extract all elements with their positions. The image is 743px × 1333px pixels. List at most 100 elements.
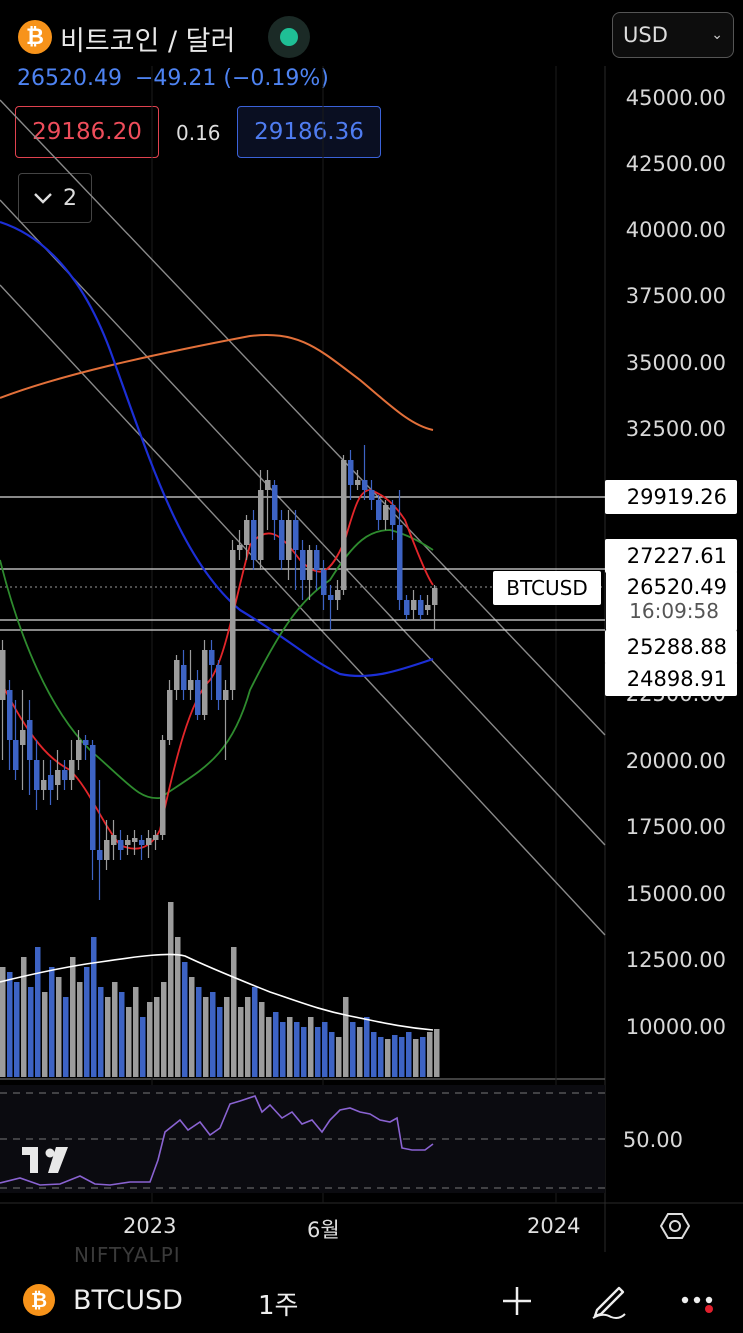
volume-bar — [84, 967, 90, 1077]
pencil-icon[interactable] — [589, 1280, 629, 1320]
volume-bar — [56, 977, 62, 1077]
volume-bar — [168, 902, 174, 1077]
candle — [272, 485, 278, 520]
oscillator-axis-label: 50.00 — [622, 1128, 683, 1152]
axis-label: 20000.00 — [625, 749, 726, 773]
plus-icon[interactable] — [500, 1284, 534, 1318]
candle — [369, 490, 375, 500]
candle — [97, 850, 103, 860]
candle — [76, 740, 82, 760]
volume-series — [0, 902, 440, 1077]
volume-bar — [189, 977, 195, 1077]
volume-bar — [280, 1022, 286, 1077]
volume-bar — [98, 987, 104, 1077]
level-price-tag: 29919.26 — [605, 480, 737, 514]
more-icon[interactable] — [680, 1290, 720, 1314]
axis-label: 45000.00 — [625, 86, 726, 110]
volume-bar — [322, 1022, 328, 1077]
level-price-tag: 27227.61 — [605, 539, 737, 573]
volume-bar — [252, 987, 258, 1077]
volume-bar — [427, 1032, 433, 1077]
trend-channel — [0, 99, 606, 936]
market-status-icon[interactable] — [268, 16, 310, 58]
candle — [209, 650, 215, 665]
volume-bar — [266, 1017, 272, 1077]
axis-label: 17500.00 — [625, 815, 726, 839]
candle — [328, 595, 334, 600]
axis-label: 40000.00 — [625, 218, 726, 242]
candlestick-series — [0, 445, 438, 900]
candle — [202, 650, 208, 715]
volume-bar — [406, 1032, 412, 1077]
volume-bar — [133, 987, 139, 1077]
time-label: 2023 — [123, 1214, 177, 1238]
volume-bar — [385, 1039, 391, 1077]
volume-bar — [287, 1017, 293, 1077]
volume-bar — [63, 997, 69, 1077]
candle — [216, 665, 222, 700]
candle — [195, 680, 201, 715]
timeframe-button[interactable]: 1주 — [258, 1291, 299, 1321]
ma-green — [0, 529, 434, 799]
price-change-percent: (−0.19%) — [223, 66, 329, 91]
chart-settings-icon[interactable] — [660, 1211, 690, 1241]
volume-bar — [21, 957, 27, 1077]
candle — [48, 775, 54, 790]
candle — [20, 730, 26, 745]
candle — [237, 545, 243, 550]
candle — [418, 600, 424, 615]
volume-bar — [238, 1007, 244, 1077]
candle — [376, 500, 382, 520]
candle — [286, 520, 292, 560]
candle — [104, 840, 110, 860]
candle — [174, 660, 180, 690]
candle — [425, 605, 431, 610]
buy-button[interactable]: 29186.36 — [237, 106, 381, 158]
volume-bar — [77, 982, 83, 1077]
candle — [265, 480, 271, 490]
volume-bar — [301, 1027, 307, 1077]
candle — [223, 690, 229, 700]
ma-blue — [0, 220, 434, 678]
watermark: NIFTYALPI — [74, 1243, 181, 1267]
volume-bar — [273, 1012, 279, 1077]
candle — [0, 650, 6, 700]
sell-button[interactable]: 29186.20 — [15, 106, 159, 158]
candle — [181, 665, 187, 690]
indicators-toggle-button[interactable]: 2 — [18, 173, 92, 223]
volume-bar — [329, 1032, 335, 1077]
volume-bar — [182, 962, 188, 1077]
candle — [34, 760, 40, 790]
volume-bar — [140, 1017, 146, 1077]
candle — [300, 550, 306, 580]
price-chart[interactable] — [0, 0, 743, 1268]
volume-bar — [259, 1002, 265, 1077]
candle — [397, 525, 403, 600]
volume-bar — [350, 1022, 356, 1077]
symbol-title[interactable]: 비트코인 / 달러 — [60, 26, 236, 57]
candle — [258, 490, 264, 560]
candle — [348, 460, 354, 485]
volume-bar — [231, 947, 237, 1077]
currency-select[interactable]: USD ⌄ — [612, 12, 734, 58]
symbol-button[interactable]: BTCUSD — [73, 1285, 183, 1316]
candle — [390, 505, 396, 525]
time-label: 6월 — [307, 1218, 340, 1242]
volume-bar — [357, 1027, 363, 1077]
candle — [279, 520, 285, 560]
volume-bar — [0, 967, 6, 1077]
quote-line: 26520.49 −49.21 (−0.19%) — [17, 66, 329, 91]
candle — [167, 690, 173, 740]
axis-label: 10000.00 — [625, 1015, 726, 1039]
volume-bar — [112, 982, 118, 1077]
candle — [13, 740, 19, 770]
volume-bar — [245, 997, 251, 1077]
time-label: 2024 — [527, 1214, 581, 1238]
price-change: −49.21 — [134, 66, 217, 91]
bottom-toolbar: ₿ BTCUSD 1주 — [0, 1268, 743, 1333]
ma-orange — [0, 334, 434, 431]
volume-bar — [399, 1037, 405, 1077]
candle — [27, 720, 33, 760]
volume-bar — [7, 972, 13, 1077]
volume-bar — [315, 1027, 321, 1077]
